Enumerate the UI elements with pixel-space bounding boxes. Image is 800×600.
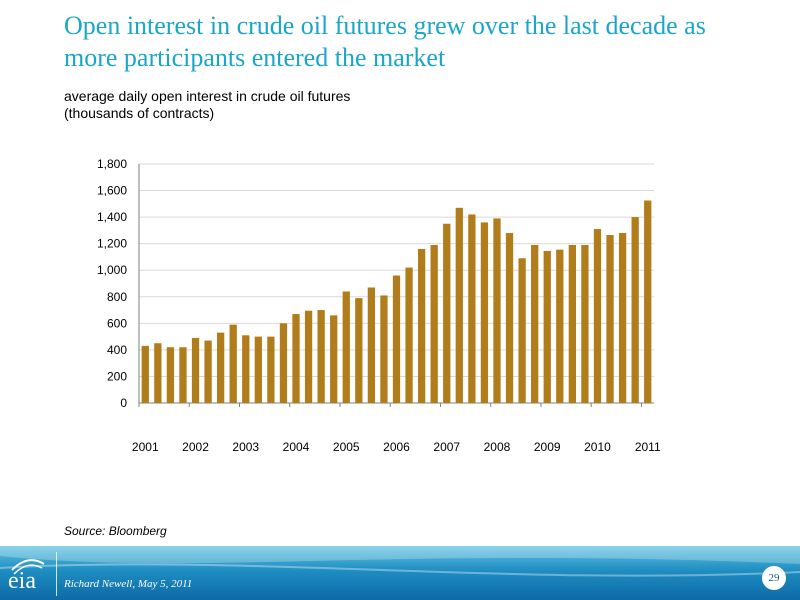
- x-tick-label: 2004: [283, 440, 310, 454]
- bar: [317, 310, 325, 403]
- bar: [405, 267, 413, 403]
- bar: [166, 347, 175, 403]
- bar: [443, 223, 451, 403]
- eia-logo-text: eia: [8, 568, 36, 594]
- bar: [468, 214, 476, 403]
- bar: [568, 244, 576, 403]
- x-tick-label: 2003: [232, 440, 259, 454]
- bar: [631, 217, 639, 403]
- y-tick-label: 400: [107, 343, 127, 357]
- x-tick-label: 2008: [484, 440, 511, 454]
- bar: [518, 258, 526, 403]
- bar: [455, 207, 463, 403]
- bar: [279, 323, 288, 403]
- bar: [267, 336, 275, 403]
- bar: [644, 200, 652, 403]
- bar: [191, 337, 200, 403]
- x-tick-label: 2006: [383, 440, 410, 454]
- y-tick-label: 1,200: [97, 237, 127, 251]
- bar: [417, 248, 426, 403]
- footer-author: Richard Newell, May 5, 2011: [64, 578, 193, 590]
- bar: [380, 295, 388, 403]
- x-tick-label: 2002: [182, 440, 209, 454]
- chart-subtitle: average daily open interest in crude oil…: [64, 88, 350, 122]
- chart-subtitle-line-1: average daily open interest in crude oil…: [64, 88, 351, 104]
- bar: [292, 314, 300, 403]
- bar: [618, 233, 627, 403]
- page-number: 29: [762, 566, 786, 590]
- bar: [154, 343, 162, 403]
- bar: [367, 287, 376, 403]
- footer-band: [0, 546, 800, 600]
- bar: [556, 249, 564, 403]
- x-tick-label: 2011: [635, 440, 661, 454]
- bar: [304, 310, 313, 403]
- x-tick-label: 2010: [584, 440, 611, 454]
- bar: [217, 332, 225, 403]
- y-tick-label: 800: [107, 290, 127, 304]
- source-note: Source: Bloomberg: [64, 524, 167, 538]
- footer-wave-decoration: [0, 546, 800, 577]
- footer-divider: [56, 552, 57, 596]
- bar: [179, 347, 187, 403]
- x-tick-label: 2009: [534, 440, 561, 454]
- chart-subtitle-line-2: (thousands of contracts): [64, 105, 215, 121]
- bar: [581, 244, 589, 403]
- eia-logo-icon: [11, 559, 45, 575]
- bar: [543, 250, 551, 403]
- y-tick-label: 1,400: [97, 210, 127, 224]
- bar: [355, 298, 363, 403]
- bar: [531, 244, 539, 403]
- y-tick-label: 1,000: [97, 263, 127, 277]
- x-tick-label: 2007: [433, 440, 460, 454]
- bar: [593, 229, 602, 403]
- y-tick-label: 0: [120, 396, 127, 410]
- y-tick-label: 1,600: [97, 184, 127, 198]
- bar: [229, 324, 237, 403]
- bar: [430, 244, 438, 403]
- x-tick-label: 2001: [132, 440, 159, 454]
- slide-title: Open interest in crude oil futures grew …: [64, 11, 706, 72]
- bar: [606, 235, 614, 403]
- bar: [493, 218, 501, 403]
- x-tick-label: 2005: [333, 440, 360, 454]
- y-tick-label: 200: [107, 369, 127, 383]
- bar: [342, 291, 350, 403]
- y-tick-label: 600: [107, 316, 127, 330]
- bar: [141, 345, 149, 403]
- bar: [330, 315, 338, 403]
- bar: [505, 233, 514, 403]
- y-tick-label: 1,800: [97, 157, 127, 171]
- bar: [480, 222, 489, 403]
- bar: [204, 340, 212, 403]
- bar: [392, 275, 401, 403]
- bar: [242, 335, 250, 403]
- bar: [254, 336, 262, 403]
